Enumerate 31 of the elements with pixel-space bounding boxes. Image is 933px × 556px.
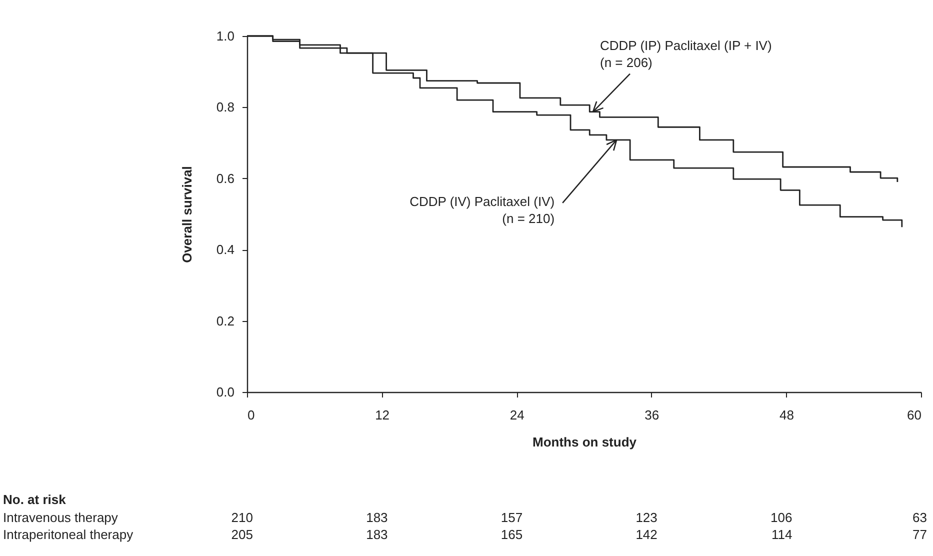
y-tick-label: 0.0: [216, 384, 234, 400]
text: 63: [912, 510, 927, 525]
text: 157: [500, 510, 523, 525]
text: Intravenous therapy: [3, 510, 118, 525]
text: 205: [231, 527, 253, 542]
y-tick-label: 0.4: [216, 242, 234, 258]
y-tick-label: 0.8: [216, 100, 234, 115]
x-tick-label: 0: [248, 408, 255, 422]
annotation: CDDP (IP) Paclitaxel (IP + IV) (n = 206): [600, 38, 772, 70]
x-tick-label: 12: [375, 408, 390, 422]
text: 183: [366, 527, 388, 542]
text: 123: [636, 510, 658, 525]
y-tick-label: 1.0: [216, 28, 234, 44]
text: 183: [366, 510, 388, 525]
text: 142: [636, 527, 658, 542]
x-axis-title: Months on study: [532, 434, 638, 450]
y-tick-label: 0.2: [216, 313, 234, 328]
text: 210: [231, 510, 253, 525]
x-tick-label: 36: [644, 408, 660, 422]
text: Intraperitoneal therapy: [3, 527, 134, 542]
y-tick-label: 0.6: [216, 170, 234, 186]
text: 106: [770, 510, 792, 525]
text: 114: [771, 527, 792, 542]
x-tick-label: 60: [907, 408, 922, 422]
annotation: CDDP (IV) Paclitaxel (IV) (n = 210): [410, 194, 555, 226]
x-tick-label: 24: [510, 408, 524, 422]
text: 165: [500, 527, 523, 542]
y-axis-title: Overall survival: [179, 166, 194, 263]
x-tick-label: 48: [779, 408, 794, 422]
text: 77: [912, 527, 927, 542]
text: No. at risk: [3, 492, 67, 507]
